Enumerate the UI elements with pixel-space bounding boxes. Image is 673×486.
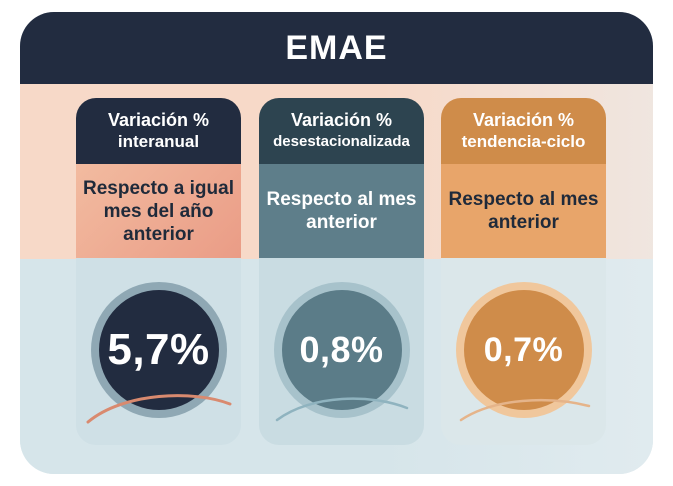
column-tendencia-ciclo: Variación % tendencia-ciclo Respecto al …	[441, 98, 606, 445]
value-area: 0,8%	[259, 258, 424, 445]
column-description: Respecto al mes anterior	[441, 164, 606, 258]
column-description: Respecto a igual mes del año anterior	[76, 164, 241, 258]
column-desestacionalizada: Variación % desestacionalizada Respecto …	[259, 98, 424, 445]
column-interanual: Variación % interanual Respecto a igual …	[76, 98, 241, 445]
value-text: 0,7%	[483, 330, 564, 369]
label-line-2: interanual	[117, 132, 200, 151]
decorative-arc	[459, 399, 591, 422]
column-description: Respecto al mes anterior	[259, 164, 424, 258]
page-title: EMAE	[285, 28, 388, 67]
label-line-1: Variación %	[107, 110, 210, 130]
value-area: 5,7%	[76, 258, 241, 445]
value-text: 0,8%	[299, 329, 384, 370]
label-line-2: tendencia-ciclo	[461, 132, 586, 151]
column-label: Variación % desestacionalizada	[259, 98, 424, 164]
value-text: 5,7%	[107, 325, 210, 374]
decorative-arc	[275, 397, 409, 422]
header-bar: EMAE	[20, 12, 653, 84]
value-area: 0,7%	[441, 258, 606, 445]
column-label: Variación % interanual	[76, 98, 241, 164]
decorative-arc	[86, 394, 232, 424]
value-circle: 0,7%	[463, 290, 584, 410]
value-circle: 0,8%	[281, 290, 402, 410]
label-line-1: Variación %	[472, 110, 575, 130]
label-line-2: desestacionalizada	[273, 133, 410, 150]
column-label: Variación % tendencia-ciclo	[441, 98, 606, 164]
label-line-1: Variación %	[290, 110, 393, 130]
value-circle: 5,7%	[98, 290, 219, 410]
